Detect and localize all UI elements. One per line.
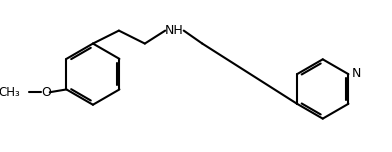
Text: NH: NH [165, 24, 184, 37]
Text: CH₃: CH₃ [0, 86, 20, 99]
Text: N: N [352, 67, 361, 80]
Text: O: O [41, 86, 51, 99]
